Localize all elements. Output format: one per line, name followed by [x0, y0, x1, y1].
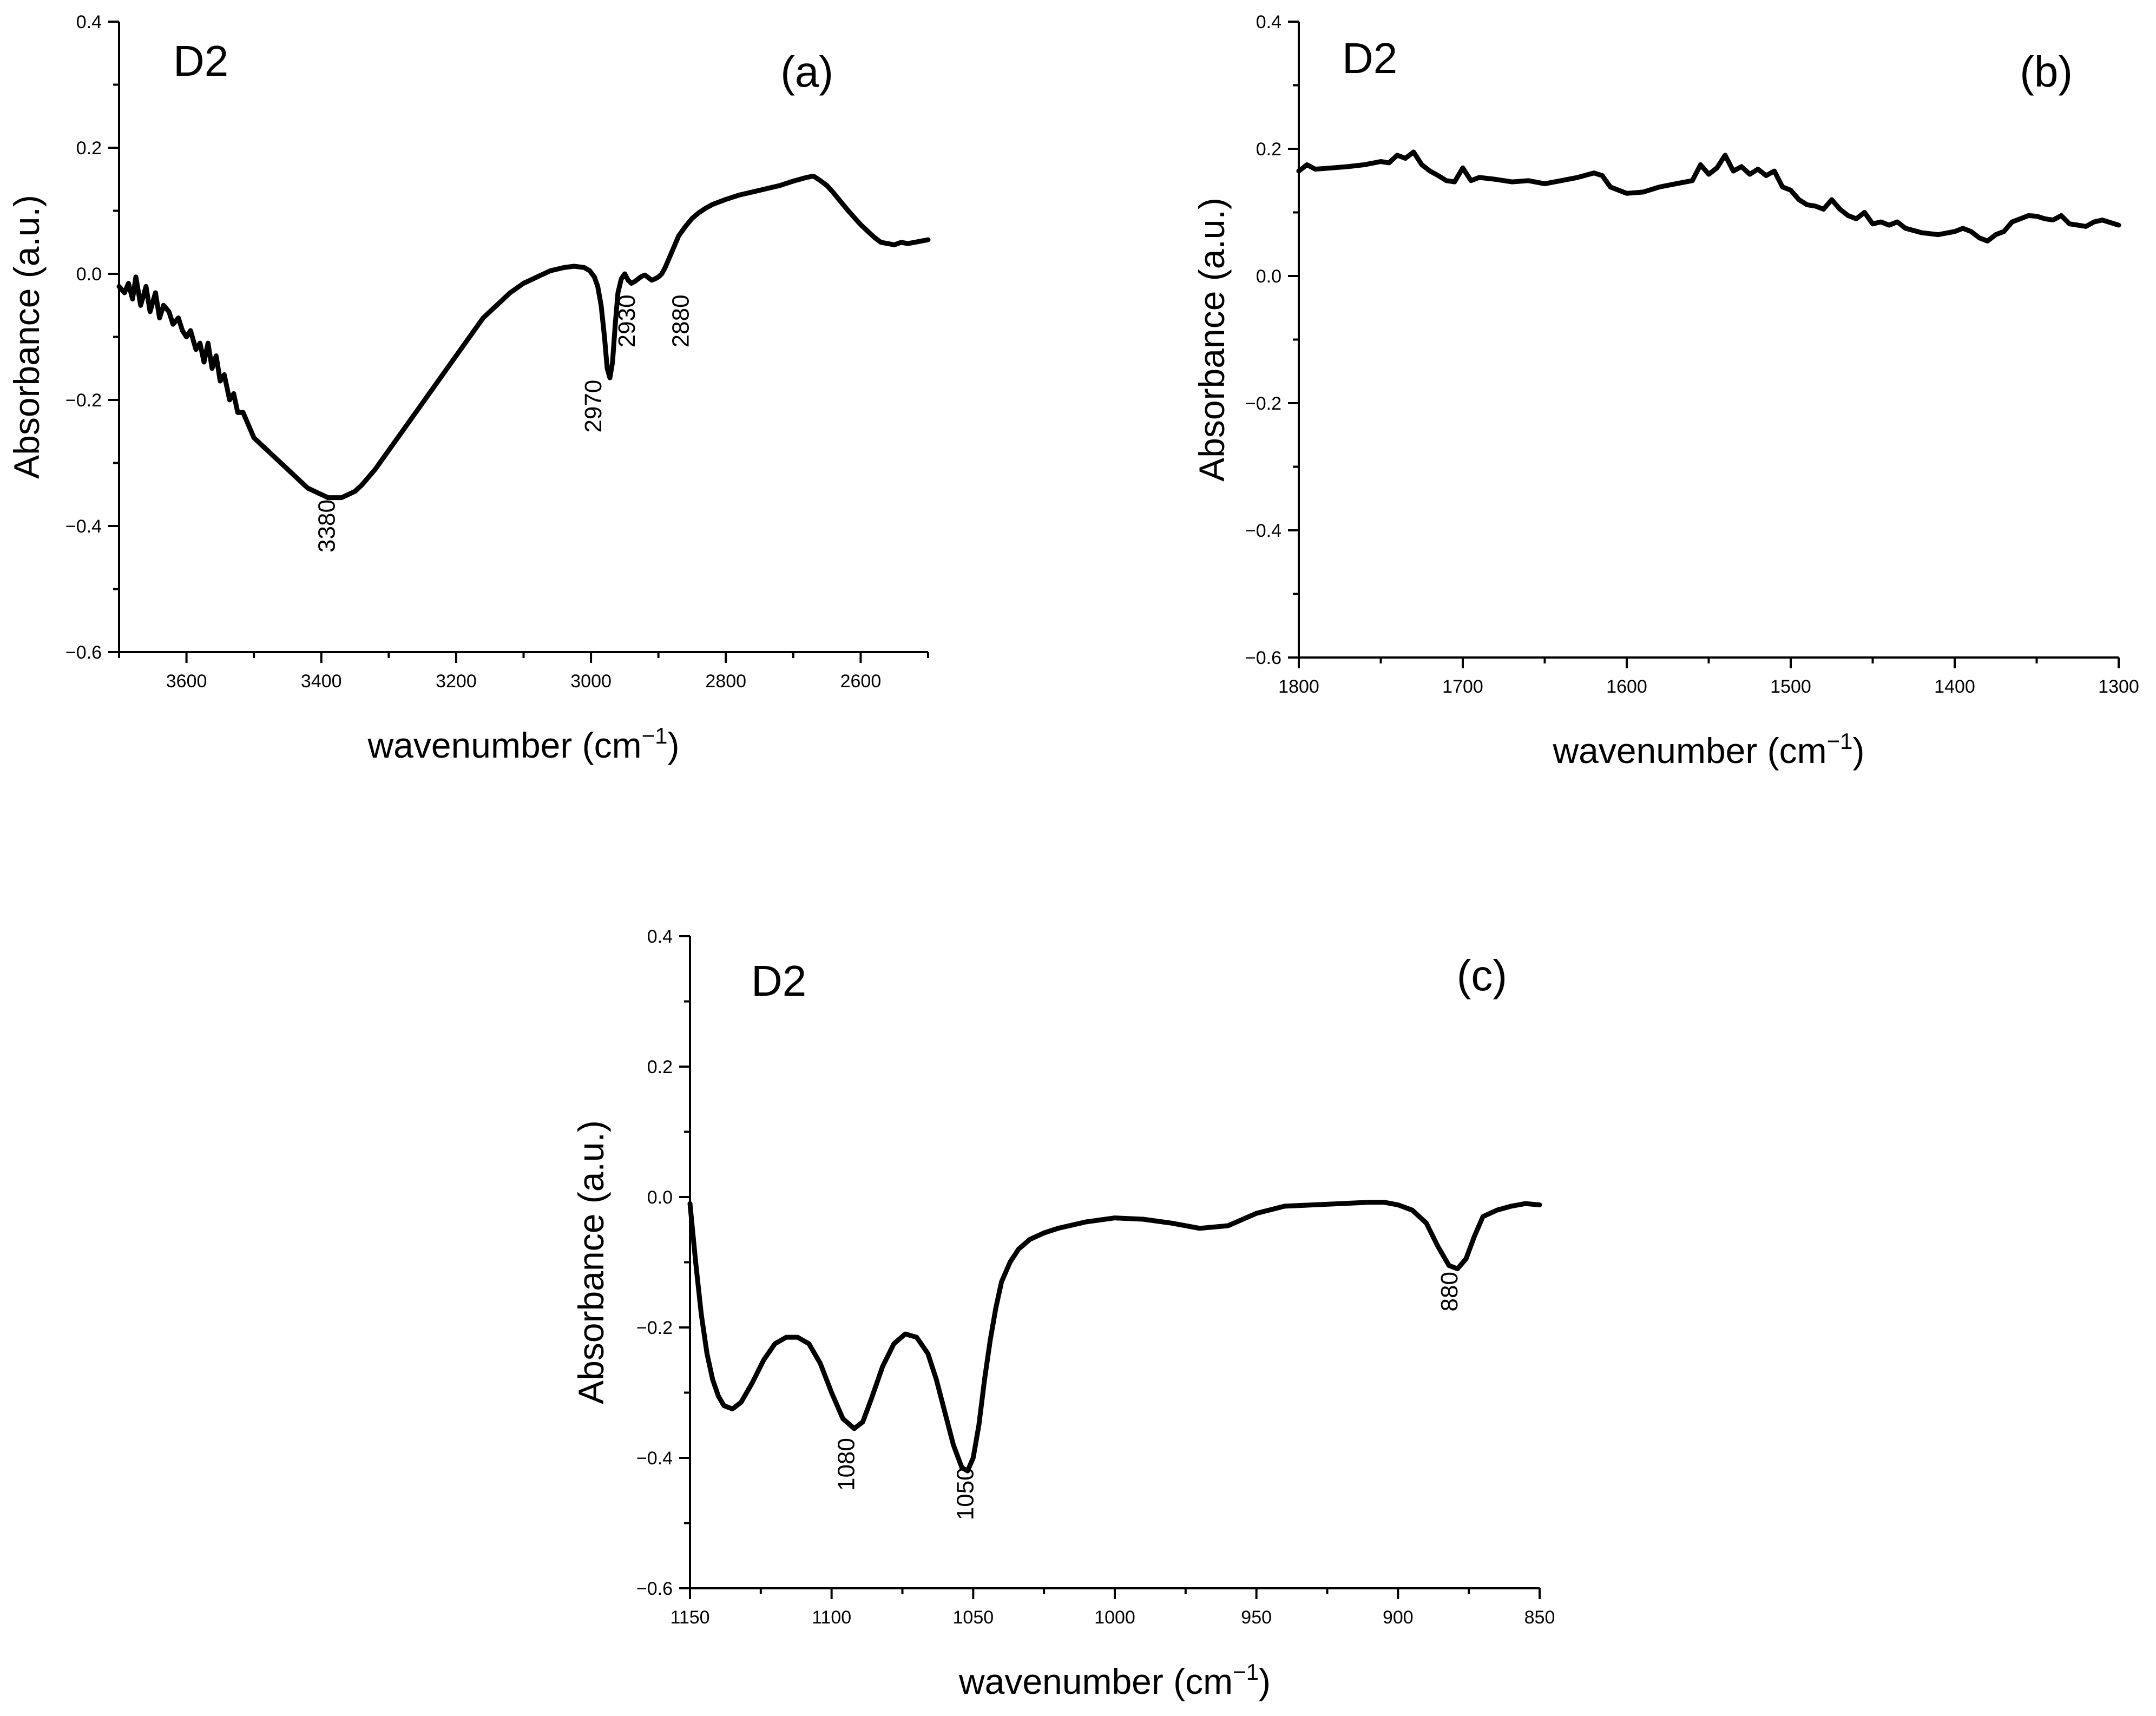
panel-a-y-tick-label: −0.6 — [65, 642, 102, 663]
panel-c-x-axis-label-main: wavenumber (cm — [958, 1661, 1233, 1701]
panel-a-x-tick-label: 2800 — [705, 671, 746, 692]
panel-a-x-tick-label: 3000 — [570, 671, 612, 692]
panel-c-spectrum-line — [687, 1200, 1542, 1474]
panel-a-x-tick-label: 3400 — [301, 671, 342, 692]
panel-c-x-axis-label: wavenumber (cm−1) — [958, 1659, 1271, 1701]
panel-c-sample-label: D2 — [751, 957, 806, 1005]
panel-b-sample-label: D2 — [1342, 34, 1397, 82]
panel-b-x-tick-label: 1800 — [1278, 676, 1319, 697]
panel-a-y-tick-label: −0.2 — [65, 390, 102, 411]
panel-c: −0.6 −0.4 −0.2 0.0 0.2 0.4 1150 1100 1050 1000 950… — [571, 926, 1555, 1701]
panel-c-x-tick-label: 850 — [1524, 1607, 1555, 1628]
panel-a-y-axis-label: Absorbance (a.u.) — [6, 195, 47, 479]
panel-a-x-axis-label-end: ) — [668, 725, 680, 765]
panel-a-x-tick-label: 3600 — [166, 671, 207, 692]
panel-c-x-tick-label: 900 — [1383, 1607, 1414, 1628]
panel-b-x-axis-label: wavenumber (cm−1) — [1552, 728, 1864, 771]
panel-a-y-tick-label: −0.4 — [65, 516, 102, 537]
panel-a-y-tick-label: 0.0 — [76, 264, 102, 285]
panel-b-x-tick-label: 1500 — [1770, 676, 1811, 697]
panel-a-x-tick-label: 3200 — [436, 671, 477, 692]
panel-a-x-axis-label: wavenumber (cm−1) — [367, 723, 679, 765]
panel-a-spectrum-line — [116, 173, 931, 501]
panel-c-y-tick-label: −0.2 — [636, 1318, 673, 1338]
panel-a-y-tick-label: 0.4 — [76, 12, 102, 32]
panel-a-sample-label: D2 — [173, 37, 228, 85]
panel-c-y-tick-label: 0.0 — [647, 1187, 673, 1208]
panel-c-y-tick-label: −0.6 — [636, 1579, 673, 1599]
panel-c-peak-annotation: 880 — [1436, 1272, 1463, 1311]
panel-a-peak-annotation: 2930 — [614, 294, 640, 347]
panel-a-x-tick-label: 2600 — [840, 671, 882, 692]
panel-b-y-tick-label: 0.2 — [1256, 139, 1281, 160]
panel-b-x-axis-label-sup: −1 — [1827, 728, 1853, 754]
panel-b-y-tick-label: −0.2 — [1245, 393, 1281, 414]
panel-a-panel-label: (a) — [780, 48, 833, 96]
panel-c-x-tick-label: 1100 — [812, 1607, 851, 1628]
panel-a-y-tick-label: 0.2 — [76, 138, 102, 159]
panel-b-x-tick-label: 1300 — [2098, 676, 2139, 697]
panel-a-peak-annotation: 2970 — [580, 380, 607, 433]
panel-b-x-tick-label: 1700 — [1442, 676, 1483, 697]
panel-a-axes: −0.6 −0.4 −0.2 0.0 0.2 0.4 3600 3400 3200 3000 280… — [65, 12, 929, 692]
panel-a-x-axis-label-main: wavenumber (cm — [367, 725, 641, 765]
panel-b-x-axis-label-main: wavenumber (cm — [1552, 731, 1826, 771]
panel-a: −0.6 −0.4 −0.2 0.0 0.2 0.4 3600 3400 3200 3000 280… — [6, 12, 931, 765]
panel-b-spectrum-line — [1296, 149, 2121, 244]
panel-b-axes: −0.6 −0.4 −0.2 0.0 0.2 0.4 1800 1700 1600 1500 140… — [1245, 12, 2139, 697]
panel-b-panel-label: (b) — [2020, 48, 2073, 96]
panel-b-y-tick-label: −0.4 — [1245, 521, 1281, 541]
panel-c-axes: −0.6 −0.4 −0.2 0.0 0.2 0.4 1150 1100 1050 1000 950… — [636, 926, 1555, 1628]
panel-b-y-tick-label: −0.6 — [1245, 648, 1281, 668]
panel-b-y-axis-label: Absorbance (a.u.) — [1192, 198, 1232, 482]
panel-b-x-axis-label-end: ) — [1853, 731, 1865, 771]
panel-a-peak-annotation: 2880 — [668, 294, 694, 347]
panel-c-x-tick-label: 1000 — [1094, 1607, 1135, 1628]
panel-c-y-tick-label: −0.4 — [636, 1448, 673, 1469]
panel-a-peak-annotation: 3380 — [314, 499, 340, 553]
panel-c-y-tick-label: 0.4 — [647, 926, 673, 947]
panel-b: −0.6 −0.4 −0.2 0.0 0.2 0.4 1800 1700 1600 1500 140… — [1192, 12, 2139, 771]
panel-c-x-tick-label: 1050 — [953, 1607, 994, 1628]
panel-c-x-tick-label: 1150 — [670, 1607, 709, 1628]
panel-c-x-axis-label-end: ) — [1259, 1661, 1271, 1701]
panel-c-peak-annotation: 1050 — [952, 1467, 978, 1520]
panel-c-x-axis-label-sup: −1 — [1233, 1659, 1259, 1685]
panel-b-x-tick-label: 1600 — [1606, 676, 1647, 697]
panel-b-y-tick-label: 0.0 — [1256, 266, 1281, 287]
panel-b-y-tick-label: 0.4 — [1256, 12, 1281, 32]
panel-a-x-axis-label-sup: −1 — [642, 723, 668, 748]
panel-b-x-tick-label: 1400 — [1934, 676, 1975, 697]
panel-c-y-axis-label: Absorbance (a.u.) — [571, 1120, 611, 1404]
panel-c-x-tick-label: 950 — [1241, 1607, 1272, 1628]
panel-c-peak-annotation: 1080 — [833, 1438, 860, 1491]
panel-c-panel-label: (c) — [1457, 951, 1507, 1000]
panel-c-y-tick-label: 0.2 — [647, 1057, 673, 1077]
